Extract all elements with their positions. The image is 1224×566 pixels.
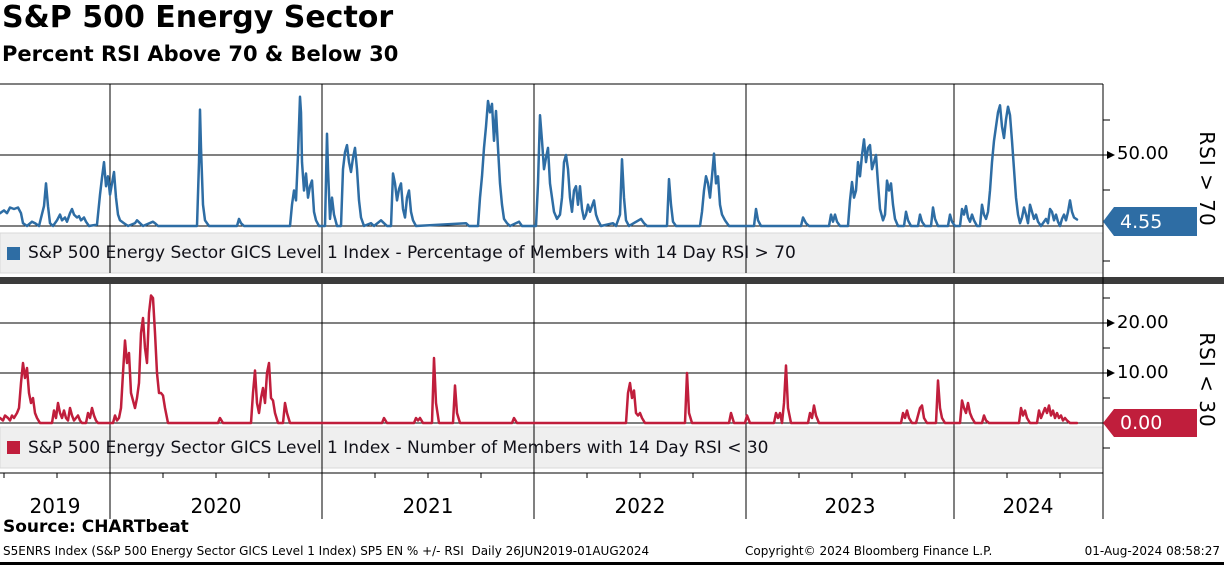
series-swatch-blue [7,246,20,260]
bottom-border-bar [0,562,1224,565]
rsi-below-30-series-line [0,294,1079,425]
x-axis-year-2022: 2022 [614,494,666,518]
page-title: S&P 500 Energy Sector [2,0,394,35]
legend-rsi-below-30[interactable]: S&P 500 Energy Sector GICS Level 1 Index… [7,427,768,468]
x-axis-year-2023: 2023 [824,494,876,518]
footer-copyright: Copyright© 2024 Bloomberg Finance L.P. [745,544,993,558]
y-axis-title-bottom: RSI < 30 [1195,332,1219,428]
series-swatch-red [7,441,20,454]
footer-datetime: 01-Aug-2024 08:58:27 [1084,544,1220,558]
x-axis-year-2020: 2020 [190,494,242,518]
ytick-20: 20.00 [1117,312,1169,333]
x-axis-year-2021: 2021 [402,494,454,518]
page-subtitle: Percent RSI Above 70 & Below 30 [2,42,399,66]
y-axis-title-top: RSI > 70 [1195,131,1219,227]
legend-label: S&P 500 Energy Sector GICS Level 1 Index… [28,437,769,458]
ytick-50: 50.00 [1117,143,1169,164]
last-value-bottom: 0.00 [1120,412,1163,434]
source-line: Source: CHARTbeat [3,517,189,537]
last-value-top: 4.55 [1120,210,1163,233]
x-axis-year-2024: 2024 [1002,494,1054,518]
ytick-10: 10.00 [1117,362,1169,383]
legend-rsi-above-70[interactable]: S&P 500 Energy Sector GICS Level 1 Index… [7,233,796,273]
x-axis-year-2019: 2019 [29,494,81,518]
last-value-tag-top[interactable]: 4.55 [1103,207,1197,236]
last-value-tag-bottom[interactable]: 0.00 [1103,409,1197,437]
rsi-above-70-series-line [0,95,1079,228]
footer-ticker-line: S5ENRS Index (S&P 500 Energy Sector GICS… [3,544,650,558]
legend-label: S&P 500 Energy Sector GICS Level 1 Index… [28,243,796,263]
